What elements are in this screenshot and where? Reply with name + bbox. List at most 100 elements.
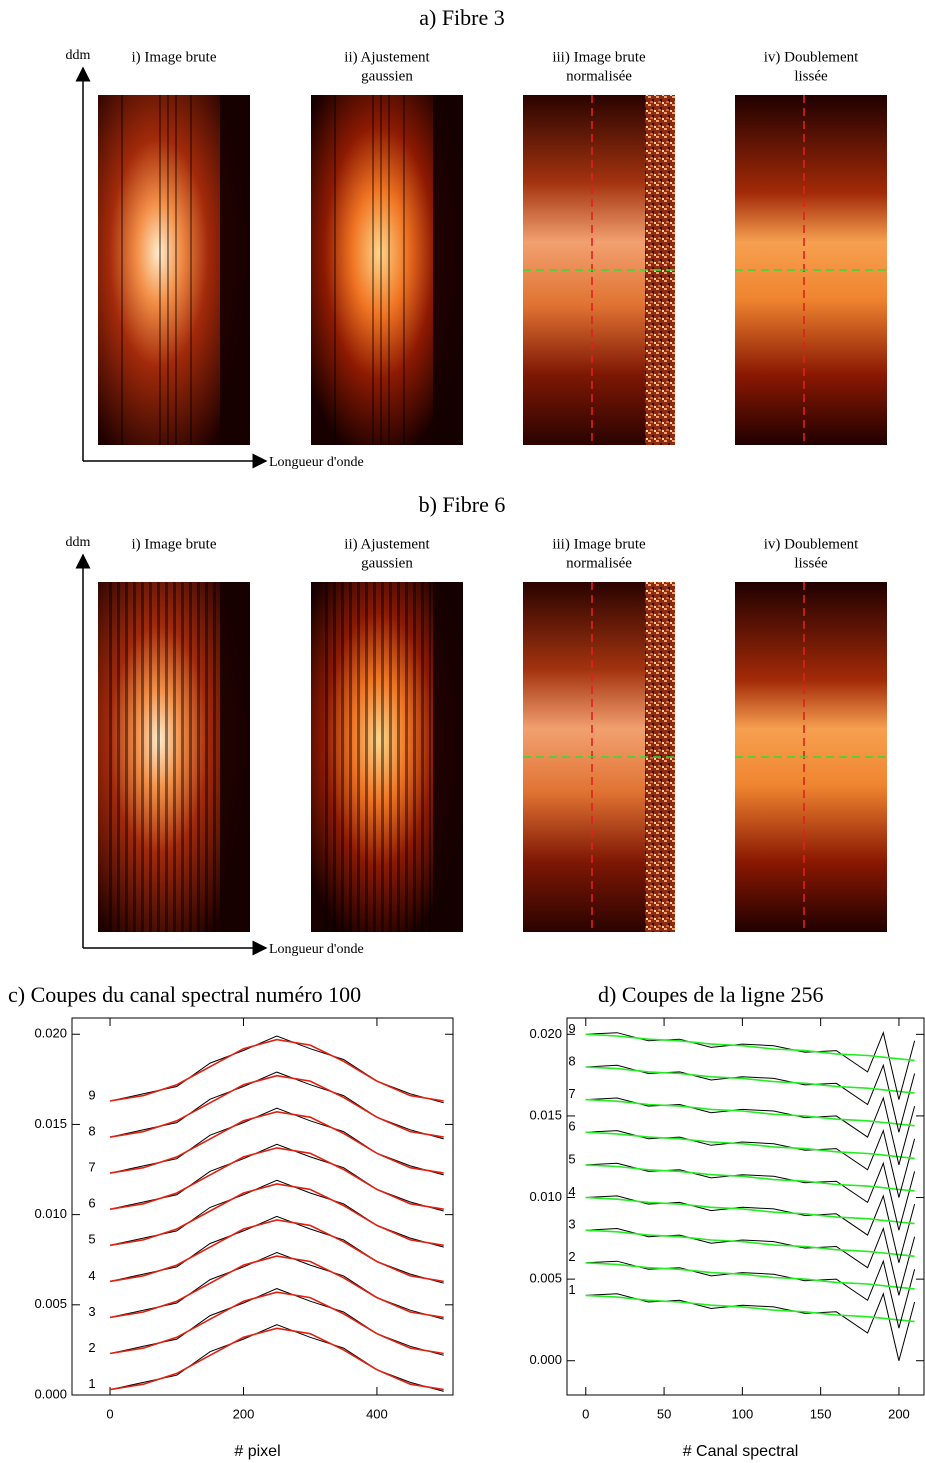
series-label: 2 [88, 1340, 95, 1355]
series-label: 7 [88, 1160, 95, 1175]
y-tick-label: 0.000 [529, 1352, 562, 1367]
x-tick-label: 150 [810, 1406, 832, 1421]
x-tick-label: 0 [582, 1406, 589, 1421]
y-tick-label: 0.020 [34, 1026, 67, 1041]
series-label: 8 [568, 1053, 575, 1068]
data-line [585, 1031, 916, 1100]
image-label: iv) Doublement [764, 536, 859, 552]
x-tick-label: 200 [233, 1406, 255, 1421]
series-label: 6 [88, 1196, 95, 1211]
axis-label: ddm [66, 48, 91, 63]
series-label: 9 [568, 1021, 575, 1036]
y-tick-label: 0.000 [34, 1386, 67, 1401]
fit-line [109, 1147, 444, 1210]
fit-line [585, 1229, 915, 1258]
image-dark-band [433, 582, 463, 932]
image-label: gaussien [361, 68, 413, 84]
fit-line [585, 1098, 915, 1127]
data-line [109, 1215, 444, 1284]
data-line [585, 1259, 916, 1329]
data-line [109, 1324, 444, 1392]
data-line [585, 1292, 916, 1361]
fit-line [109, 1183, 444, 1247]
fit-line [109, 1219, 444, 1283]
x-tick-label: 200 [888, 1406, 910, 1421]
fit-line [585, 1131, 915, 1160]
y-tick-label: 0.010 [34, 1206, 67, 1221]
y-tick-label: 0.005 [529, 1271, 562, 1286]
image-dark-band [433, 95, 463, 445]
chart-title: c) Coupes du canal spectral numéro 100 [8, 982, 361, 1007]
x-axis-label: # Canal spectral [683, 1443, 799, 1460]
axis-label: Longueur d'onde [269, 455, 364, 470]
series-label: 4 [88, 1268, 95, 1283]
panel-title: a) Fibre 3 [419, 5, 505, 30]
image-label: ii) Ajustement [344, 536, 430, 552]
data-line [585, 1161, 916, 1231]
series-label: 2 [568, 1249, 575, 1264]
image-label: iii) Image brute [552, 49, 646, 65]
image-label: gaussien [361, 555, 413, 571]
data-line [109, 1143, 444, 1212]
fit-line [585, 1294, 915, 1323]
series-label: 3 [88, 1304, 95, 1319]
image-label: lissée [794, 68, 828, 84]
image-stripes [108, 582, 218, 932]
series-label: 4 [568, 1184, 575, 1199]
data-line [109, 1071, 444, 1140]
fit-line [585, 1164, 915, 1192]
data-line [585, 1096, 916, 1166]
data-line [585, 1194, 916, 1263]
image [735, 582, 887, 932]
image-stripes [321, 582, 431, 932]
image [735, 95, 887, 445]
series-label: 3 [568, 1217, 575, 1232]
y-tick-label: 0.015 [34, 1116, 67, 1131]
image-dark-band [220, 95, 250, 445]
fit-line [585, 1196, 915, 1225]
fit-line [585, 1033, 915, 1062]
fit-line [585, 1066, 915, 1094]
series-label: 7 [568, 1086, 575, 1101]
series-label: 1 [88, 1376, 95, 1391]
y-tick-label: 0.020 [529, 1026, 562, 1041]
image-label: i) Image brute [132, 49, 217, 65]
x-tick-label: 100 [732, 1406, 754, 1421]
data-line [109, 1107, 444, 1176]
data-line [585, 1128, 916, 1198]
chart-title: d) Coupes de la ligne 256 [598, 982, 823, 1007]
image-label: iii) Image brute [552, 536, 646, 552]
series-label: 1 [568, 1282, 575, 1297]
series-label: 6 [568, 1119, 575, 1134]
data-line [109, 1251, 444, 1320]
fit-line [109, 1255, 444, 1319]
series-label: 5 [88, 1232, 95, 1247]
y-tick-label: 0.005 [34, 1296, 67, 1311]
plot-frame [71, 1017, 454, 1396]
series-label: 9 [88, 1087, 95, 1102]
image-dark-band [220, 582, 250, 932]
fit-line [109, 1038, 444, 1102]
fit-line [109, 1327, 444, 1391]
axis-label: Longueur d'onde [269, 942, 364, 957]
y-tick-label: 0.015 [529, 1107, 562, 1122]
panel-title: b) Fibre 6 [419, 492, 506, 517]
data-line [109, 1288, 444, 1356]
fit-line [585, 1262, 915, 1290]
image-label: normalisée [566, 555, 632, 571]
fit-line [109, 1074, 444, 1138]
data-line [109, 1179, 444, 1248]
fit-line [109, 1110, 444, 1174]
image-label: iv) Doublement [764, 49, 859, 65]
image-label: lissée [794, 555, 828, 571]
x-axis-label: # pixel [234, 1443, 280, 1460]
plot-frame [566, 1017, 925, 1396]
y-tick-label: 0.010 [529, 1189, 562, 1204]
x-tick-label: 50 [657, 1406, 671, 1421]
series-label: 5 [568, 1151, 575, 1166]
data-line [109, 1035, 444, 1104]
series-label: 8 [88, 1123, 95, 1138]
image-label: normalisée [566, 68, 632, 84]
